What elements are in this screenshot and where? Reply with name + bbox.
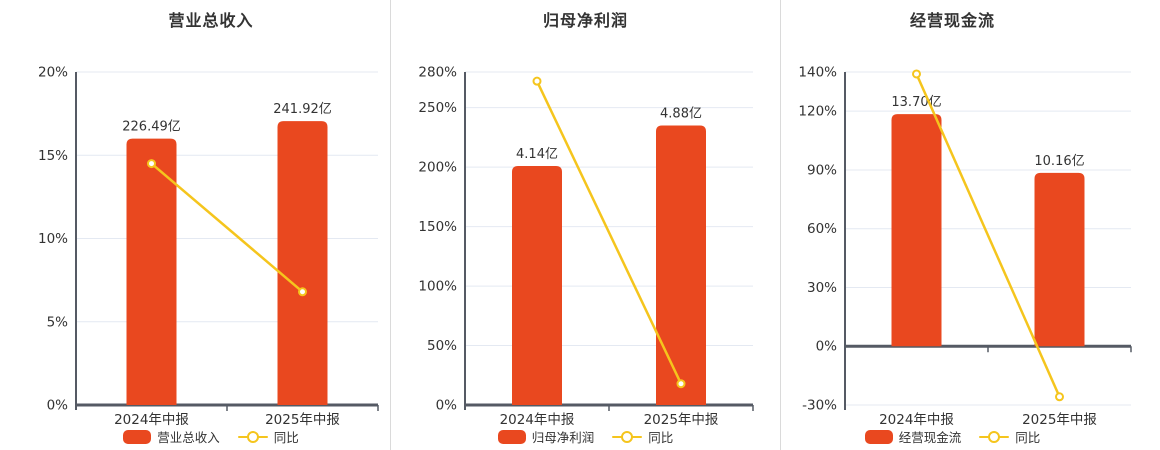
x-axis-label: 2025年中报 [644,412,719,428]
y-axis-tick-label: 150% [418,219,457,235]
x-axis-label: 2025年中报 [265,412,340,428]
legend-item-cash-flow[interactable]: 经营现金流 [864,427,962,446]
y-axis-tick-label: 100% [418,279,457,295]
bar-value-label: 4.14亿 [516,147,558,162]
chart-panel-revenue: 营业总收入 0% 5% 10% 15% 20% 226.49亿 2024年中报 241.92亿… [0,0,390,450]
bar[interactable] [1034,172,1085,347]
line-series-swatch-icon [979,430,1010,444]
bar-value-label: 241.92亿 [273,102,332,117]
line-series-swatch-icon [612,430,643,444]
x-axis-label: 2025年中报 [1022,412,1097,428]
yoy-marker[interactable] [1055,392,1064,402]
y-axis-tick-label: -30% [802,398,837,414]
line-series-swatch-icon [237,430,268,444]
y-axis-tick-label: 0% [816,339,838,355]
chart-title-cash-flow: 经营现金流 [909,11,995,30]
legend-item-revenue[interactable]: 营业总收入 [123,427,220,446]
legend-label: 营业总收入 [157,430,220,445]
bar[interactable] [512,165,562,405]
yoy-marker[interactable] [912,69,921,79]
yoy-marker[interactable] [676,379,686,389]
y-axis-tick-label: 15% [38,148,68,164]
net-profit-chart: 0% 50% 100% 150% 200% 250% 280% 4.14亿 2024年中报 4.8… [418,65,754,428]
y-axis-tick-label: 140% [798,65,837,81]
legend-label: 归母净利润 [531,430,595,445]
yoy-line[interactable] [150,162,304,293]
revenue-chart: 0% 5% 10% 15% 20% 226.49亿 2024年中报 241.92亿 2025年中… [38,65,379,428]
y-axis-tick-label: 120% [798,104,837,120]
bar-value-label: 13.70亿 [891,95,941,110]
y-axis-tick-label: 0% [436,398,458,414]
bar-series-swatch-icon [864,429,893,444]
chart-legend: 经营现金流 同比 [781,427,1160,446]
legend-label: 同比 [648,430,674,445]
chart-panel-cash-flow: 经营现金流 -30% 0% 30% 60% 90% 120% 140% 13.70亿 2024年… [780,0,1160,450]
y-axis-tick-label: 200% [418,160,457,176]
legend-item-yoy[interactable]: 同比 [612,427,673,446]
y-axis-tick-label: 20% [38,65,68,81]
y-axis-tick-label: 0% [47,398,69,414]
bar-series-swatch-icon [497,429,526,444]
chart-panel-net-profit: 归母净利润 0% 50% 100% 150% 200% 250% 280% 4.14亿 2024… [390,0,780,450]
legend-label: 同比 [273,430,299,445]
bar[interactable] [277,121,328,406]
x-axis-label: 2024年中报 [114,412,189,428]
bar-series-swatch-icon [123,429,152,444]
yoy-marker[interactable] [147,159,156,169]
legend-label: 同比 [1015,430,1041,445]
x-axis-label: 2024年中报 [879,412,954,428]
y-axis-tick-label: 250% [418,100,457,116]
y-axis-tick-label: 90% [807,162,837,178]
bar[interactable] [656,125,706,406]
y-axis-tick-label: 30% [807,280,837,296]
yoy-marker[interactable] [532,76,542,86]
bar[interactable] [126,138,177,405]
y-axis-tick-label: 10% [38,231,68,247]
legend-item-net-profit[interactable]: 归母净利润 [497,427,595,446]
x-axis-label: 2024年中报 [500,412,575,428]
y-axis-tick-label: 5% [47,314,69,330]
bar[interactable] [891,114,942,347]
chart-legend: 营业总收入 同比 [0,427,390,446]
legend-item-yoy[interactable]: 同比 [979,427,1040,446]
yoy-line[interactable] [915,73,1061,398]
legend-label: 经营现金流 [898,430,962,445]
y-axis-tick-label: 280% [418,65,457,81]
y-axis-tick-label: 50% [427,338,457,354]
legend-item-yoy[interactable]: 同比 [237,427,299,446]
yoy-marker[interactable] [298,287,307,297]
chart-title-net-profit: 归母净利润 [542,11,628,30]
cash-flow-chart: -30% 0% 30% 60% 90% 120% 140% 13.70亿 2024年中报 10.1… [798,65,1132,428]
y-axis-tick-label: 60% [807,221,837,237]
yoy-line[interactable] [535,80,683,385]
bar-value-label: 226.49亿 [122,120,181,135]
chart-legend: 归母净利润 同比 [391,427,780,446]
bar-value-label: 10.16亿 [1034,154,1084,169]
bar-value-label: 4.88亿 [660,107,702,122]
chart-title-revenue: 营业总收入 [168,11,254,30]
